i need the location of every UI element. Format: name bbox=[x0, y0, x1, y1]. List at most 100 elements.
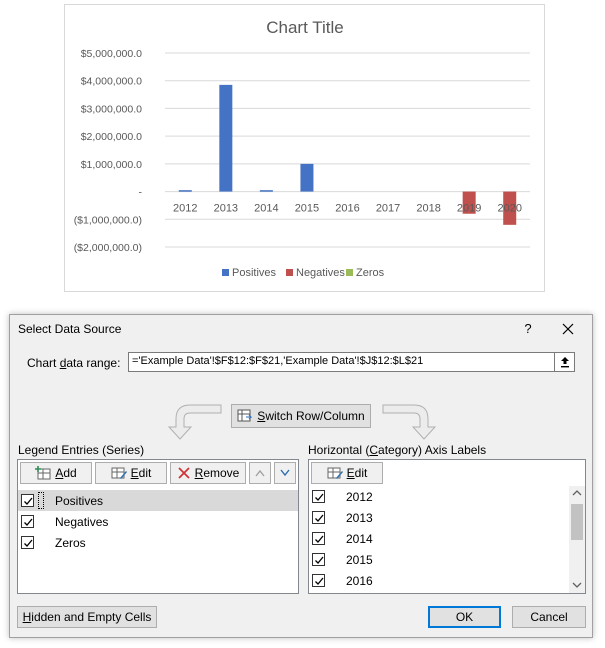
help-button[interactable]: ? bbox=[524, 321, 532, 336]
y-tick-label: $2,000,000.0 bbox=[81, 131, 142, 143]
add-series-button[interactable]: Add bbox=[20, 462, 92, 484]
scroll-down-icon bbox=[572, 582, 582, 588]
x-tick-label: 2018 bbox=[416, 203, 440, 215]
axis-label-row[interactable]: 2013 bbox=[309, 507, 567, 528]
series-name: Positives bbox=[55, 494, 104, 508]
y-tick-label: $1,000,000.0 bbox=[81, 159, 142, 171]
curved-arrow-left-icon bbox=[167, 404, 222, 440]
series-checkbox[interactable] bbox=[21, 536, 34, 549]
focus-indicator bbox=[38, 492, 44, 509]
bar-positives-2013[interactable] bbox=[219, 84, 233, 192]
legend-label: Positives bbox=[232, 267, 277, 279]
bar-negatives-2020[interactable] bbox=[503, 191, 517, 225]
axis-label-row[interactable]: 2016 bbox=[309, 570, 567, 591]
axis-label-value: 2016 bbox=[346, 574, 373, 588]
select-data-source-dialog: Select Data Source ? Chart data range: =… bbox=[9, 314, 593, 638]
remove-series-button[interactable]: Remove bbox=[170, 462, 246, 484]
bar-chart: Chart Title $5,000,000.0 $4,000,000.0 $3,0… bbox=[74, 18, 530, 279]
bar-positives-2014[interactable] bbox=[259, 190, 273, 192]
axis-label-value: 2012 bbox=[346, 490, 373, 504]
x-tick-label: 2013 bbox=[214, 203, 238, 215]
edit-axis-icon bbox=[327, 467, 343, 479]
x-tick-label: 2016 bbox=[335, 203, 359, 215]
series-name: Negatives bbox=[55, 515, 109, 529]
checkmark-icon bbox=[24, 518, 33, 526]
move-up-button[interactable] bbox=[249, 462, 271, 484]
x-tick-label: 2015 bbox=[295, 203, 319, 215]
series-row-zeros[interactable]: Zeros bbox=[18, 532, 298, 553]
switch-row-column-button[interactable]: Switch Row/Column bbox=[231, 404, 371, 428]
axis-label-checkbox[interactable] bbox=[312, 553, 325, 566]
series-checkbox[interactable] bbox=[21, 515, 34, 528]
collapse-range-button[interactable] bbox=[555, 352, 575, 372]
bar-positives-2012[interactable] bbox=[178, 190, 192, 192]
legend-label: Negatives bbox=[296, 267, 345, 279]
legend-label: Zeros bbox=[356, 267, 385, 279]
legend-swatch bbox=[222, 269, 229, 276]
checkmark-icon bbox=[24, 497, 33, 505]
chevron-up-icon bbox=[255, 469, 265, 477]
bar-negatives-2019[interactable] bbox=[462, 191, 476, 214]
series-list-panel: Add Edit Remove bbox=[17, 459, 299, 594]
y-tick-label: $4,000,000.0 bbox=[81, 76, 142, 88]
axis-label-row[interactable]: 2014 bbox=[309, 528, 567, 549]
axis-label-value: 2014 bbox=[346, 532, 373, 546]
legend-entries-label: Legend Entries (Series) bbox=[18, 443, 145, 457]
chart-data-range-label: Chart data range: bbox=[27, 356, 121, 370]
remove-x-icon bbox=[178, 467, 190, 479]
edit-axis-labels-button[interactable]: Edit bbox=[311, 462, 383, 484]
chart-title: Chart Title bbox=[266, 18, 343, 37]
x-tick-label: 2017 bbox=[376, 203, 400, 215]
curved-arrow-right-icon bbox=[382, 404, 437, 440]
axis-label-value: 2013 bbox=[346, 511, 373, 525]
checkmark-icon bbox=[315, 514, 324, 522]
add-series-icon bbox=[35, 466, 51, 480]
legend-swatch bbox=[346, 269, 353, 276]
axis-labels-label: Horizontal (Category) Axis Labels bbox=[308, 443, 487, 457]
cancel-button[interactable]: Cancel bbox=[512, 606, 586, 628]
collapse-dialog-icon bbox=[560, 357, 569, 368]
move-down-button[interactable] bbox=[274, 462, 296, 484]
checkmark-icon bbox=[24, 539, 33, 547]
checkmark-icon bbox=[315, 535, 324, 543]
x-tick-label: 2012 bbox=[173, 203, 197, 215]
axis-label-checkbox[interactable] bbox=[312, 511, 325, 524]
axis-label-checkbox[interactable] bbox=[312, 490, 325, 503]
x-tick-label: 2014 bbox=[254, 203, 278, 215]
axis-label-row[interactable]: 2015 bbox=[309, 549, 567, 570]
dialog-title: Select Data Source bbox=[18, 322, 122, 336]
edit-series-icon bbox=[111, 467, 127, 479]
legend-swatch bbox=[286, 269, 293, 276]
y-tick-label: ($1,000,000.0) bbox=[74, 214, 142, 226]
axis-label-checkbox[interactable] bbox=[312, 574, 325, 587]
axis-labels-panel: Edit 2012 2013 2014 2015 bbox=[308, 459, 586, 594]
close-button[interactable] bbox=[558, 319, 578, 339]
checkmark-icon bbox=[315, 493, 324, 501]
chart-area[interactable]: Chart Title $5,000,000.0 $4,000,000.0 $3,0… bbox=[64, 4, 545, 292]
x-tick-label: 2020 bbox=[497, 203, 521, 215]
y-tick-label: ($2,000,000.0) bbox=[74, 242, 142, 254]
series-row-negatives[interactable]: Negatives bbox=[18, 511, 298, 532]
edit-series-button[interactable]: Edit bbox=[95, 462, 167, 484]
axis-label-row[interactable]: 2012 bbox=[309, 486, 567, 507]
switch-row-column-icon bbox=[237, 409, 253, 422]
checkmark-icon bbox=[315, 577, 324, 585]
y-tick-label: $3,000,000.0 bbox=[81, 103, 142, 115]
chevron-down-icon bbox=[280, 469, 290, 477]
series-name: Zeros bbox=[55, 536, 86, 550]
close-icon bbox=[562, 323, 574, 335]
axis-labels-scrollbar[interactable] bbox=[569, 486, 585, 593]
y-tick-label: $5,000,000.0 bbox=[81, 48, 142, 60]
axis-label-value: 2015 bbox=[346, 553, 373, 567]
axis-label-checkbox[interactable] bbox=[312, 532, 325, 545]
ok-button[interactable]: OK bbox=[428, 606, 501, 628]
scroll-thumb[interactable] bbox=[571, 504, 583, 540]
series-checkbox[interactable] bbox=[21, 494, 34, 507]
hidden-empty-cells-button[interactable]: Hidden and Empty Cells bbox=[17, 606, 157, 628]
bar-positives-2015[interactable] bbox=[300, 163, 314, 192]
y-tick-label: - bbox=[139, 187, 143, 199]
chart-data-range-input[interactable]: ='Example Data'!$F$12:$F$21,'Example Dat… bbox=[128, 352, 555, 372]
checkmark-icon bbox=[315, 556, 324, 564]
scroll-up-icon bbox=[572, 490, 582, 496]
series-row-positives[interactable]: Positives bbox=[18, 490, 298, 511]
